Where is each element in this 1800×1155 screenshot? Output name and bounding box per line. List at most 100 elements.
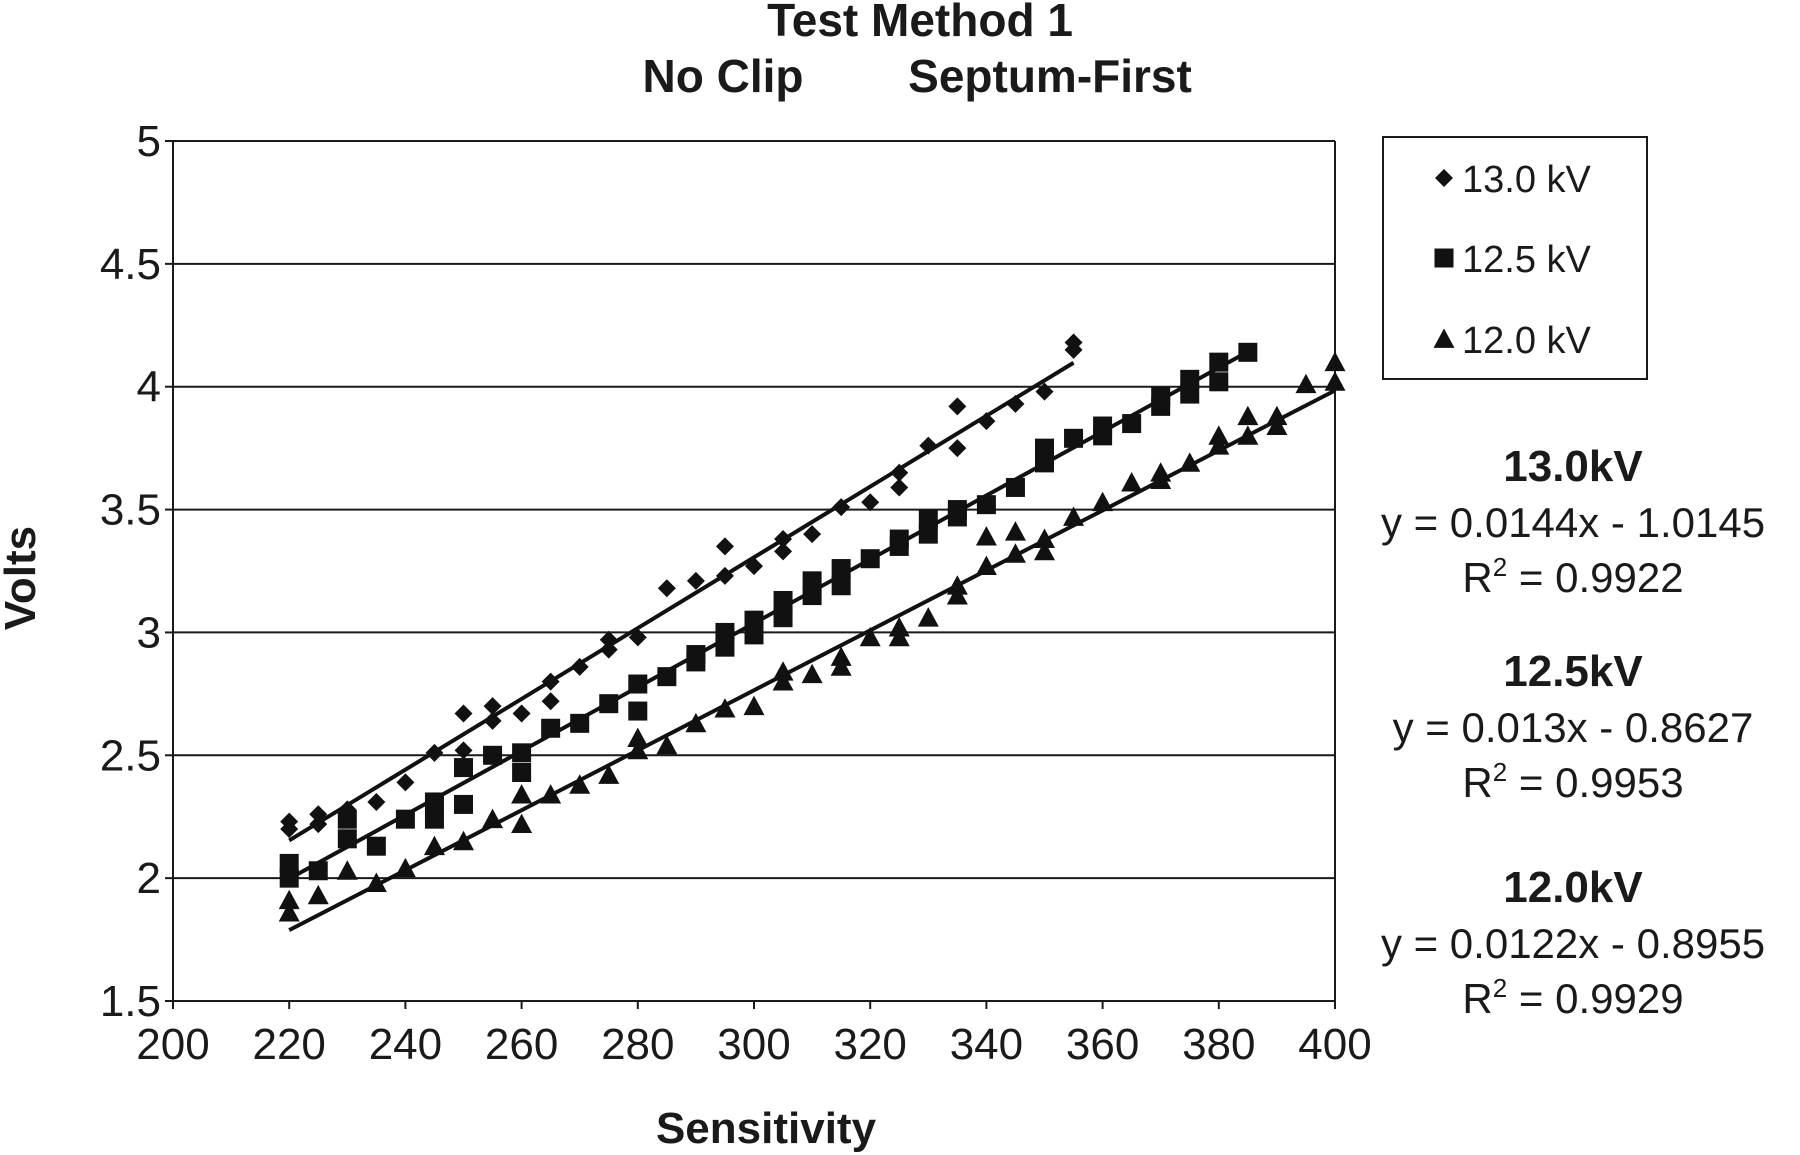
data-point-square <box>1151 396 1171 416</box>
r2-superscript: 2 <box>1493 757 1507 787</box>
data-point-triangle <box>1034 528 1055 548</box>
data-point-square <box>831 576 851 596</box>
x-tick-label: 260 <box>485 1020 558 1069</box>
data-point-square <box>773 608 793 628</box>
data-point-diamond <box>454 741 473 760</box>
data-point-diamond <box>890 463 909 482</box>
data-point-square <box>918 509 938 529</box>
data-point-square <box>918 524 938 544</box>
data-point-square <box>860 549 880 569</box>
data-point-triangle <box>1324 371 1346 391</box>
data-point-triangle <box>801 663 823 684</box>
data-point-triangle <box>830 646 852 666</box>
data-point-triangle <box>1004 543 1026 563</box>
data-point-square <box>773 590 793 610</box>
data-point-triangle <box>627 739 649 760</box>
data-point-square <box>279 853 299 873</box>
data-point-diamond <box>483 697 502 716</box>
annotation-triangle: 12.0kV y = 0.0122x - 0.8955 R2 = 0.9929 <box>1381 863 1765 1022</box>
data-point-diamond <box>774 542 793 561</box>
data-point-triangle <box>975 526 997 546</box>
data-point-triangle <box>772 661 794 681</box>
data-point-square <box>279 868 299 888</box>
annotation-diamond: 13.0kV y = 0.0144x - 1.0145 R2 = 0.9922 <box>1381 442 1765 601</box>
data-point-square <box>889 536 909 556</box>
annotation-heading: 12.0kV <box>1503 863 1643 912</box>
data-point-square <box>628 701 648 721</box>
data-point-diamond <box>948 397 967 416</box>
data-point-square <box>366 836 386 856</box>
data-point-triangle <box>482 808 504 829</box>
y-tick-label: 2.5 <box>100 731 161 780</box>
data-point-square <box>715 637 735 657</box>
data-point-square <box>1064 428 1084 448</box>
data-point-triangle <box>917 607 939 627</box>
y-tick-label: 1.5 <box>100 977 161 1026</box>
data-point-triangle <box>511 784 533 804</box>
data-point-square <box>454 758 473 778</box>
data-point-triangle <box>1324 351 1346 372</box>
y-axis-title: Volts <box>0 526 45 630</box>
x-tick-label: 300 <box>717 1020 790 1069</box>
data-point-diamond <box>715 537 734 556</box>
x-tick-label: 240 <box>369 1020 442 1069</box>
data-point-triangle <box>1034 540 1055 561</box>
legend-marker-triangle <box>1433 328 1455 348</box>
data-point-triangle <box>627 727 649 748</box>
r2-value: = 0.9929 <box>1507 975 1683 1022</box>
r2-superscript: 2 <box>1493 552 1507 582</box>
data-point-triangle <box>1295 373 1317 394</box>
annotation-equation: y = 0.013x - 0.8627 <box>1393 704 1754 751</box>
x-tick-label: 280 <box>601 1020 674 1069</box>
r2-symbol: R <box>1462 759 1492 806</box>
data-point-diamond <box>541 692 560 711</box>
x-tick-label: 320 <box>833 1020 906 1069</box>
data-point-square <box>570 713 590 733</box>
data-point-square <box>337 809 357 829</box>
data-point-triangle <box>540 784 562 804</box>
annotation-r2: R2 = 0.9929 <box>1462 973 1683 1022</box>
data-point-square <box>424 809 444 829</box>
legend-label: 12.5 kV <box>1462 239 1592 281</box>
data-point-square <box>1005 477 1025 497</box>
data-point-triangle <box>1266 405 1288 426</box>
data-point-square <box>1209 352 1229 372</box>
legend: 13.0 kV 12.5 kV 12.0 kV <box>1382 136 1648 380</box>
data-point-diamond <box>280 820 299 838</box>
data-point-triangle <box>598 764 620 784</box>
r2-symbol: R <box>1462 554 1492 601</box>
data-point-diamond <box>1035 382 1054 401</box>
data-point-square <box>802 571 822 591</box>
data-point-triangle <box>685 712 707 733</box>
data-point-triangle <box>1121 472 1143 492</box>
x-axis-title: Sensitivity <box>656 1104 877 1153</box>
data-point-triangle <box>656 734 678 755</box>
data-point-diamond <box>1006 394 1025 413</box>
title-line-3: Septum-First <box>908 50 1192 102</box>
data-point-triangle <box>394 857 416 878</box>
data-point-triangle <box>946 575 968 595</box>
data-point-triangle <box>946 585 968 605</box>
data-point-square <box>715 622 735 642</box>
chart-title: Test Method 1 No Clip Septum-First <box>643 0 1192 102</box>
title-line-1: Test Method 1 <box>767 0 1073 46</box>
data-point-square <box>657 667 677 687</box>
data-point-diamond <box>861 493 880 512</box>
trendline-diamond <box>288 361 1075 843</box>
data-point-diamond <box>803 525 822 544</box>
data-point-triangle <box>511 813 533 834</box>
data-point-diamond <box>309 815 328 834</box>
y-tick-label: 5 <box>137 117 161 166</box>
data-point-square <box>686 652 706 672</box>
data-point-square <box>1035 438 1054 458</box>
data-point-triangle <box>888 617 910 637</box>
x-tick-label: 380 <box>1182 1020 1255 1069</box>
data-point-diamond <box>977 412 996 431</box>
data-point-triangle <box>1208 435 1230 455</box>
data-markers <box>278 333 1346 922</box>
data-point-diamond <box>454 704 473 723</box>
data-point-square <box>512 762 532 782</box>
legend-item: 12.5 kV <box>1434 239 1592 281</box>
data-point-square <box>1238 342 1258 362</box>
data-point-triangle <box>365 872 387 892</box>
